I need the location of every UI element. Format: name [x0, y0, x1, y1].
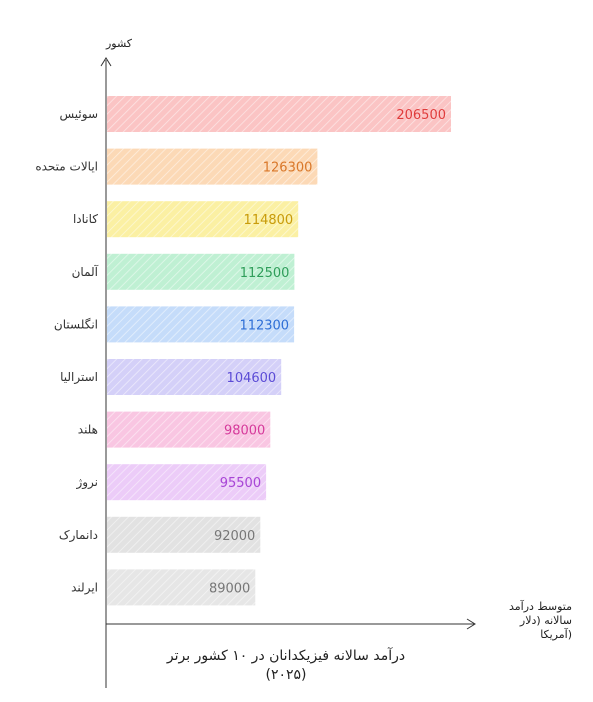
- data-label: 104600: [227, 371, 277, 386]
- bars-layer: 206500 سوئیس 126300 ایالات متحده 114800 کاناد…: [35, 96, 451, 606]
- bar: [107, 253, 295, 290]
- x-axis-title-line: سالانه (دلار: [519, 614, 572, 627]
- y-tick-label: ایالات متحده: [35, 160, 98, 174]
- y-tick-label: سوئیس: [59, 107, 98, 122]
- y-tick-label: دانمارک: [59, 528, 98, 543]
- bar: [107, 464, 267, 501]
- data-label: 92000: [214, 529, 255, 544]
- bar: [107, 359, 282, 395]
- y-tick-label: هلند: [78, 423, 98, 437]
- chart-title: درآمد سالانه فیزیکدانان در ۱۰ کشور برتر (…: [166, 647, 405, 683]
- data-label: 114800: [244, 213, 294, 228]
- y-tick-label: انگلستان: [54, 317, 98, 331]
- chart-title-line: (۲۰۲۵): [265, 667, 306, 683]
- y-tick-label: استرالیا: [60, 370, 98, 385]
- data-label: 206500: [396, 108, 446, 123]
- data-label: 95500: [220, 476, 261, 491]
- bar: [107, 96, 451, 132]
- bar: [107, 411, 271, 448]
- x-axis-title-line: متوسط درآمد: [509, 599, 572, 613]
- y-axis-arrow-icon: [100, 57, 112, 67]
- y-tick-label: کانادا: [73, 212, 98, 226]
- chart-title-line: درآمد سالانه فیزیکدانان در ۱۰ کشور برتر: [166, 647, 405, 664]
- x-axis-arrow-icon: [466, 618, 476, 630]
- bar: [107, 306, 295, 343]
- bar: [107, 569, 256, 606]
- data-label: 112500: [240, 266, 290, 281]
- y-tick-label: ایرلند: [71, 580, 98, 595]
- axes-layer: [100, 57, 476, 688]
- y-axis-title: کشور: [105, 37, 133, 50]
- bar: [107, 516, 261, 553]
- bar: [107, 201, 299, 238]
- data-label: 98000: [224, 424, 265, 439]
- y-tick-label: آلمان: [72, 264, 99, 279]
- bar: [107, 148, 318, 185]
- data-label: 89000: [209, 581, 250, 596]
- x-axis-title-line: آمریکا): [540, 627, 572, 641]
- data-label: 112300: [239, 318, 289, 333]
- data-label: 126300: [263, 161, 313, 176]
- y-tick-label: نروژ: [75, 475, 98, 490]
